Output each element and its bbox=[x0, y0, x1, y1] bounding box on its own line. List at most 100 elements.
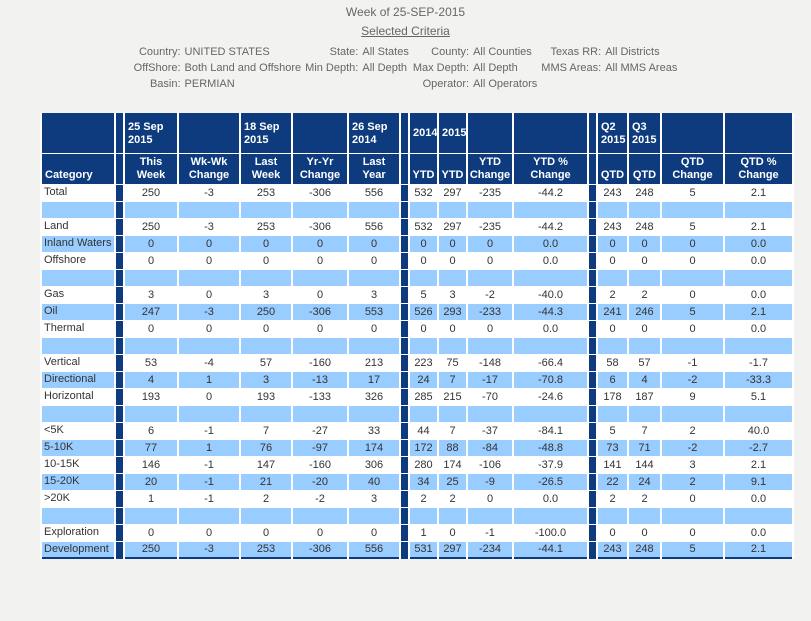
column-header: QTD bbox=[627, 152, 662, 185]
cell: 0 bbox=[627, 523, 662, 542]
row-category bbox=[40, 506, 116, 525]
separator-cell bbox=[399, 472, 410, 491]
cell: 2 bbox=[627, 489, 662, 508]
cell bbox=[437, 336, 468, 355]
selected-criteria-link[interactable]: Selected Criteria bbox=[361, 24, 450, 38]
row-category: Oil bbox=[40, 302, 116, 321]
cell bbox=[512, 268, 589, 287]
separator-cell bbox=[587, 183, 598, 202]
separator-cell bbox=[399, 183, 410, 202]
separator-cell bbox=[587, 268, 598, 287]
spacer-row bbox=[40, 268, 794, 287]
cell: -2 bbox=[291, 489, 349, 508]
separator-cell bbox=[399, 336, 410, 355]
cell: 223 bbox=[408, 353, 439, 372]
separator-cell bbox=[114, 404, 125, 423]
cell: 0 bbox=[408, 251, 439, 270]
cell: 2 bbox=[408, 489, 439, 508]
cell bbox=[291, 336, 349, 355]
cell: 25 bbox=[437, 472, 468, 491]
spacer-row bbox=[40, 404, 794, 423]
report-title: Week of 25-SEP-2015 bbox=[345, 5, 466, 19]
cell: -1 bbox=[660, 353, 725, 372]
cell: 526 bbox=[408, 302, 439, 321]
cell: 40 bbox=[347, 472, 401, 491]
cell bbox=[177, 200, 241, 219]
cell bbox=[347, 404, 401, 423]
cell: 0 bbox=[123, 523, 179, 542]
separator-cell bbox=[114, 353, 125, 372]
cell: 3 bbox=[239, 285, 293, 304]
cell: -306 bbox=[291, 302, 349, 321]
cell: 5 bbox=[660, 540, 725, 559]
cell: 2 bbox=[627, 285, 662, 304]
cell: 4 bbox=[123, 370, 179, 389]
cell: -24.6 bbox=[512, 387, 589, 406]
cell bbox=[627, 200, 662, 219]
cell: -20 bbox=[291, 472, 349, 491]
cell: 2 bbox=[437, 489, 468, 508]
cell bbox=[466, 336, 514, 355]
cell bbox=[466, 200, 514, 219]
row-category: 5-10K bbox=[40, 438, 116, 457]
cell: 24 bbox=[408, 370, 439, 389]
separator-cell bbox=[114, 251, 125, 270]
separator-cell bbox=[587, 404, 598, 423]
cell bbox=[437, 404, 468, 423]
separator-cell bbox=[587, 285, 598, 304]
criteria-value bbox=[603, 76, 679, 92]
cell: 0.0 bbox=[723, 319, 794, 338]
cell bbox=[723, 200, 794, 219]
cell: 0 bbox=[466, 251, 514, 270]
cell bbox=[347, 268, 401, 287]
separator-cell bbox=[587, 200, 598, 219]
column-header: YTD % Change bbox=[512, 152, 589, 185]
separator-cell bbox=[399, 506, 410, 525]
column-period-header: Q2 2015 bbox=[596, 113, 629, 154]
cell: 174 bbox=[347, 438, 401, 457]
cell: 3 bbox=[239, 370, 293, 389]
cell bbox=[512, 336, 589, 355]
cell: 0 bbox=[627, 234, 662, 253]
cell: 1 bbox=[177, 438, 241, 457]
cell: 5 bbox=[408, 285, 439, 304]
cell: 326 bbox=[347, 387, 401, 406]
header-spacer bbox=[660, 113, 725, 154]
separator-cell bbox=[114, 285, 125, 304]
category-column-header: Category bbox=[40, 152, 116, 185]
cell: 2.1 bbox=[723, 217, 794, 236]
cell bbox=[408, 404, 439, 423]
cell: 0 bbox=[177, 319, 241, 338]
cell: 0 bbox=[660, 234, 725, 253]
table-row: Gas 3 0 3 0 3 5 3 -2 -40.0 2 2 0 0.0 bbox=[40, 285, 794, 304]
cell bbox=[627, 336, 662, 355]
cell: 146 bbox=[123, 455, 179, 474]
cell: -1 bbox=[177, 472, 241, 491]
spacer-row bbox=[40, 336, 794, 355]
cell bbox=[291, 200, 349, 219]
cell: 213 bbox=[347, 353, 401, 372]
row-category: Vertical bbox=[40, 353, 116, 372]
cell: -160 bbox=[291, 455, 349, 474]
criteria-value: All States bbox=[362, 46, 409, 58]
cell: 0.0 bbox=[512, 319, 589, 338]
cell bbox=[177, 506, 241, 525]
separator-cell bbox=[399, 387, 410, 406]
criteria-label: Operator: bbox=[422, 78, 470, 90]
cell: 34 bbox=[408, 472, 439, 491]
cell: 5 bbox=[596, 421, 629, 440]
separator-cell bbox=[399, 200, 410, 219]
cell: 297 bbox=[437, 183, 468, 202]
cell: -1 bbox=[177, 489, 241, 508]
table-row: Total 250 -3 253 -306 556 532 297 -235 -44.2 243 24… bbox=[40, 183, 794, 202]
cell bbox=[177, 268, 241, 287]
cell: 0 bbox=[291, 234, 349, 253]
separator-cell bbox=[114, 336, 125, 355]
cell bbox=[123, 404, 179, 423]
cell: 7 bbox=[627, 421, 662, 440]
cell: 0.0 bbox=[723, 489, 794, 508]
cell: 57 bbox=[627, 353, 662, 372]
cell: -233 bbox=[466, 302, 514, 321]
cell bbox=[466, 506, 514, 525]
cell: -306 bbox=[291, 217, 349, 236]
